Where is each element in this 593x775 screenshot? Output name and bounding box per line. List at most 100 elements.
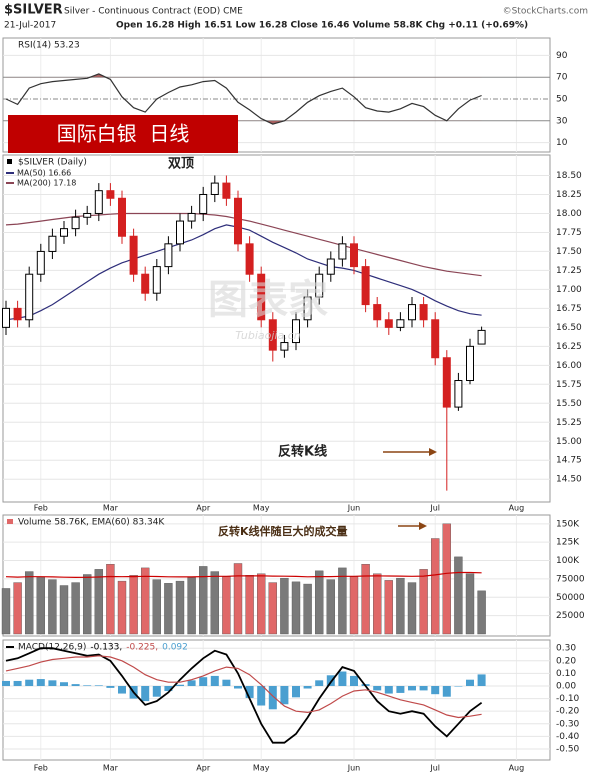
volume-bar [384, 580, 393, 635]
y-tick-label: 15.50 [556, 399, 582, 409]
volume-bar [349, 576, 359, 635]
source: ©StockCharts.com [503, 7, 588, 17]
x-tick-label: Jun [347, 504, 361, 513]
histogram-bar [2, 680, 10, 686]
volume-bar [164, 583, 173, 635]
volume-bar [431, 538, 440, 635]
candle-body [2, 307, 10, 328]
histogram-bar [60, 682, 68, 686]
histogram-bar [454, 685, 463, 687]
candle-body [210, 182, 219, 195]
volume-bar [419, 569, 428, 635]
histogram-bar [373, 685, 382, 691]
rsi-line [5, 73, 482, 125]
y-tick-label: -0.40 [556, 732, 580, 742]
legend-label: 0.092 [162, 643, 188, 653]
description: Silver - Continuous Contract (EOD) CME [64, 7, 243, 17]
x-tick-label: Mar [103, 764, 119, 773]
candle-body [292, 319, 300, 344]
watermark: 图表家 [208, 277, 328, 323]
histogram-bar [141, 685, 150, 702]
histogram-bar [280, 685, 289, 705]
histogram-bar [408, 685, 416, 691]
histogram-bar [210, 675, 219, 686]
candle-body [280, 342, 289, 351]
histogram-bar [106, 685, 115, 688]
volume-bar [198, 566, 208, 635]
histogram-bar [222, 679, 231, 686]
histogram-bar [199, 677, 208, 686]
x-tick-label: Aug [509, 504, 525, 513]
volume-bar [129, 575, 138, 635]
signal-line [5, 655, 482, 719]
candle-body [396, 319, 405, 328]
candle-body [164, 243, 173, 268]
volume-bar [117, 580, 127, 635]
histogram-bar [25, 679, 34, 686]
panel-title: Volume 58.76K, EMA(60) 83.34K [18, 518, 165, 528]
candle-body [187, 212, 196, 222]
candle-body [257, 273, 266, 321]
y-tick-label: 18.25 [556, 190, 582, 200]
y-tick-label: 18.00 [556, 209, 582, 219]
histogram-bar [338, 671, 347, 686]
volume-bar [187, 577, 196, 635]
volume-bar [210, 571, 220, 635]
histogram-bar [396, 685, 405, 693]
histogram-bar [442, 685, 451, 697]
banner-text: 国际白银 日线 [57, 122, 190, 146]
volume-bar [71, 582, 80, 635]
candle-body [373, 304, 382, 321]
volume-bar [257, 573, 266, 635]
candle-body [361, 266, 370, 306]
candle-body [245, 243, 254, 275]
volume-bar [1, 588, 11, 635]
histogram-bar [13, 680, 22, 686]
y-tick-label: 18.50 [556, 171, 582, 181]
histogram-bar [234, 685, 242, 689]
volume-bar [245, 575, 254, 635]
y-tick-label: 0.10 [556, 669, 576, 679]
y-tick-label: 17.25 [556, 266, 582, 276]
y-tick-label: 17.75 [556, 228, 582, 238]
candle-body [326, 258, 335, 275]
y-tick-label: 90 [556, 51, 568, 61]
candle-body [13, 307, 22, 321]
histogram-bar [187, 680, 196, 686]
quote: Open 16.28 High 16.51 Low 16.28 Close 16… [116, 21, 528, 31]
x-tick-label: Mar [103, 504, 119, 513]
y-tick-label: 17.00 [556, 285, 582, 295]
panel-title: RSI(14) 53.23 [18, 41, 80, 51]
watermark: Tubiaojia.cn [235, 329, 300, 342]
candle-body [199, 193, 208, 214]
candle-body [222, 182, 231, 199]
y-tick-label: 70 [556, 73, 568, 83]
volume-bar [94, 569, 104, 635]
x-tick-label: Apr [196, 504, 211, 513]
y-tick-label: 0.30 [556, 644, 576, 654]
candle-body [141, 273, 150, 294]
volume-bar [326, 579, 335, 635]
y-tick-label: 25000 [556, 611, 585, 621]
x-tick-label: Feb [34, 504, 48, 513]
y-tick-label: 16.25 [556, 342, 582, 352]
volume-bar [82, 574, 92, 635]
x-tick-label: Jul [429, 764, 440, 773]
histogram-bar [292, 685, 300, 698]
y-tick-label: 15.00 [556, 437, 582, 447]
y-tick-label: 0.00 [556, 681, 576, 691]
legend-swatch [7, 159, 12, 164]
volume-bar [106, 564, 115, 635]
x-tick-label: May [253, 504, 270, 513]
volume-bar [477, 590, 486, 635]
volume-bar [233, 563, 243, 635]
candle-body [234, 197, 242, 245]
volume-bar [13, 582, 22, 635]
y-tick-label: 50000 [556, 593, 585, 603]
histogram-bar [83, 685, 92, 686]
x-tick-label: Feb [34, 764, 48, 773]
x-tick-label: Jul [429, 504, 440, 513]
volume-bar [59, 585, 69, 635]
histogram-bar [268, 685, 277, 710]
